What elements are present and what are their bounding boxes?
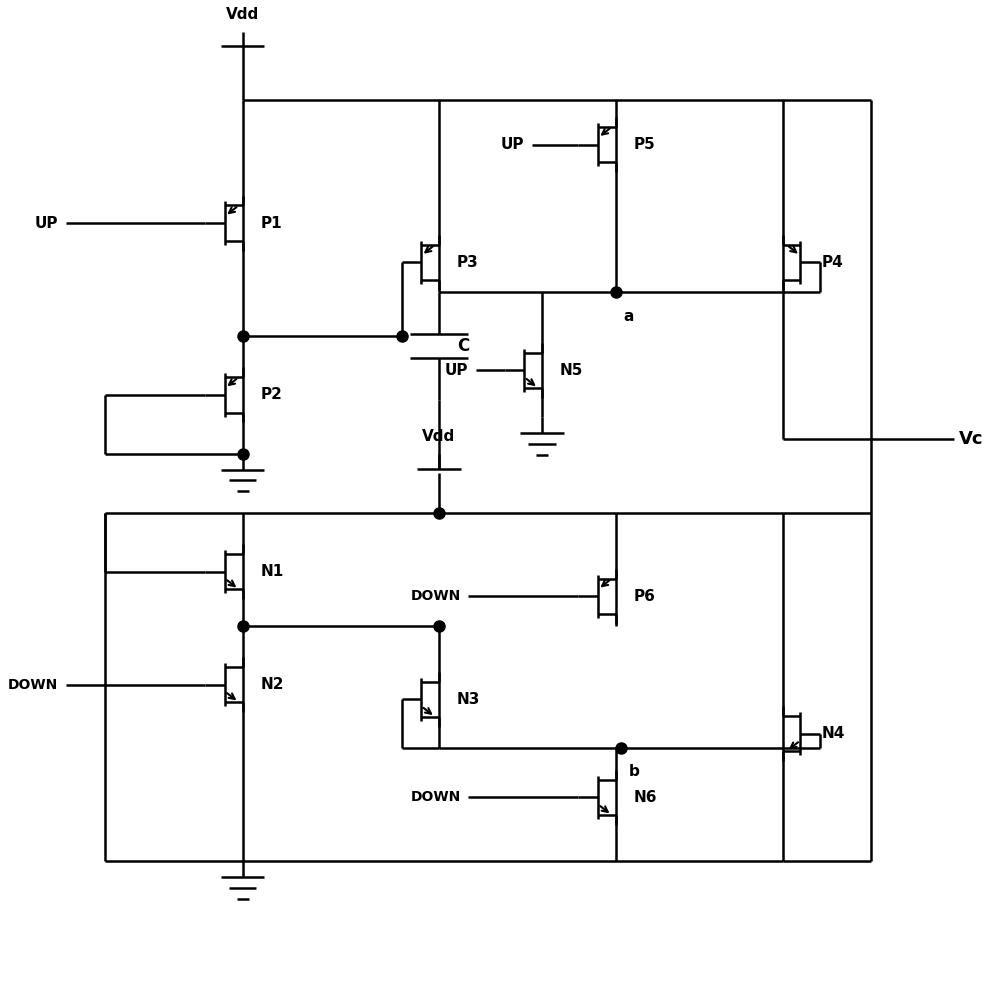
Text: Vdd: Vdd <box>226 7 259 22</box>
Text: UP: UP <box>35 215 58 230</box>
Text: N6: N6 <box>633 790 657 805</box>
Text: N1: N1 <box>260 564 284 580</box>
Text: N2: N2 <box>260 677 284 692</box>
Text: UP: UP <box>501 137 524 153</box>
Text: N3: N3 <box>457 692 480 707</box>
Text: a: a <box>624 310 634 325</box>
Text: N4: N4 <box>822 726 845 741</box>
Text: P5: P5 <box>633 137 655 153</box>
Text: C: C <box>457 337 469 355</box>
Text: DOWN: DOWN <box>410 589 461 603</box>
Text: DOWN: DOWN <box>8 678 58 692</box>
Text: P6: P6 <box>633 588 655 603</box>
Text: UP: UP <box>445 363 468 378</box>
Text: N5: N5 <box>560 363 583 378</box>
Text: Vdd: Vdd <box>422 429 456 444</box>
Text: b: b <box>628 764 639 779</box>
Text: P1: P1 <box>260 215 282 230</box>
Text: P2: P2 <box>260 388 282 402</box>
Text: Vc: Vc <box>959 430 984 448</box>
Text: P3: P3 <box>457 255 478 270</box>
Text: P4: P4 <box>822 255 844 270</box>
Text: DOWN: DOWN <box>410 790 461 805</box>
